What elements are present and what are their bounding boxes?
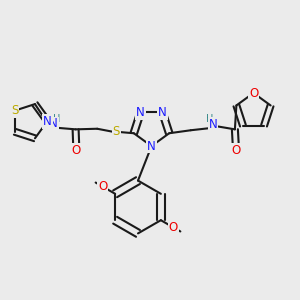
Text: O: O — [98, 180, 107, 193]
Text: N: N — [49, 117, 58, 130]
Text: O: O — [169, 221, 178, 234]
Text: O: O — [72, 144, 81, 157]
Text: N: N — [158, 106, 167, 119]
Text: H: H — [53, 114, 60, 124]
Text: N: N — [43, 115, 52, 128]
Text: O: O — [231, 144, 240, 157]
Text: O: O — [249, 86, 258, 100]
Text: H: H — [206, 114, 213, 124]
Text: N: N — [136, 106, 145, 119]
Text: N: N — [208, 118, 217, 131]
Text: N: N — [147, 140, 156, 153]
Text: S: S — [11, 104, 19, 117]
Text: S: S — [113, 125, 120, 138]
